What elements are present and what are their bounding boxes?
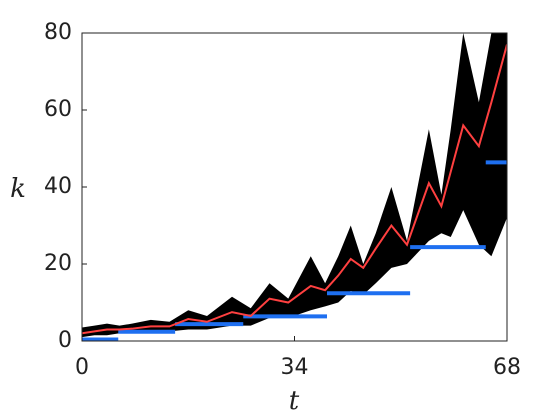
x-tick-label: 0 xyxy=(75,355,89,380)
y-tick-label: 60 xyxy=(44,97,72,122)
y-tick-label: 80 xyxy=(44,20,72,45)
band-area xyxy=(82,33,507,338)
y-tick-label: 20 xyxy=(44,251,72,276)
x-axis-label: t xyxy=(289,386,300,416)
x-tick-label: 68 xyxy=(493,355,521,380)
y-tick-label: 0 xyxy=(58,328,72,353)
y-axis-label: k xyxy=(10,174,26,204)
mean-line xyxy=(82,44,507,335)
x-tick-label: 34 xyxy=(281,355,309,380)
y-tick-label: 40 xyxy=(44,174,72,199)
